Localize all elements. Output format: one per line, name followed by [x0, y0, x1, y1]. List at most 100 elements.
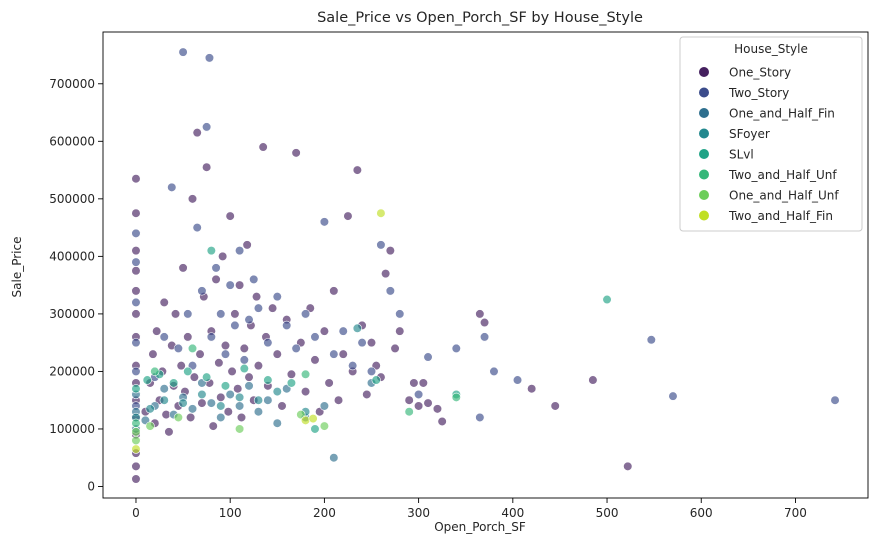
data-point-two-and-half-fin	[376, 208, 386, 218]
data-point-two-story	[239, 355, 249, 365]
data-point-two-story	[348, 361, 358, 371]
data-point-two-and-half-fin	[300, 415, 311, 425]
x-tick-label: 500	[596, 506, 619, 520]
data-point-one-story	[235, 280, 245, 290]
data-point-one-story	[220, 340, 231, 351]
data-point-one-story	[197, 398, 207, 408]
data-point-two-story	[230, 320, 240, 331]
y-tick-label: 0	[87, 479, 95, 493]
data-point-two-story	[310, 332, 320, 342]
data-point-one-and-half-unf	[145, 421, 155, 431]
data-point-one-story	[381, 269, 391, 279]
legend-marker	[699, 87, 709, 98]
x-axis: 0 100 200 300 400 500 600 700	[132, 498, 807, 520]
data-point-two-story	[178, 47, 188, 57]
data-point-two-story	[220, 349, 231, 359]
legend-frame	[679, 36, 863, 232]
data-point-sfoyer	[253, 395, 264, 405]
data-point-two-story	[263, 338, 273, 348]
data-point-one-story	[329, 286, 339, 296]
data-point-two-story	[131, 257, 141, 267]
data-point-two-story	[376, 240, 386, 250]
data-point-one-and-half-fin	[187, 404, 198, 414]
x-tick-label: 200	[313, 506, 336, 520]
data-point-one-and-half-unf	[131, 435, 141, 446]
data-point-one-story	[395, 326, 405, 336]
data-point-one-story	[164, 427, 174, 437]
x-tick-label: 0	[132, 506, 140, 520]
data-point-two-story	[357, 338, 367, 348]
legend-label: One_and_Half_Unf	[729, 189, 839, 203]
data-point-slvl	[602, 294, 612, 305]
data-point-slvl	[131, 384, 141, 394]
data-point-slvl	[220, 381, 231, 391]
data-point-one-story	[202, 162, 212, 172]
data-point-two-story	[225, 280, 235, 290]
data-point-one-story	[225, 211, 235, 221]
y-tick-label: 700000	[49, 77, 95, 91]
data-point-two-and-half-unf	[187, 343, 198, 354]
data-point-one-story	[418, 378, 428, 388]
data-point-one-and-half-fin	[263, 395, 273, 405]
data-point-one-story	[131, 286, 141, 296]
data-point-two-story	[395, 309, 405, 319]
legend-label: Two_and_Half_Fin	[728, 209, 833, 223]
data-point-two-story	[167, 182, 177, 192]
legend-label: One_Story	[729, 66, 791, 80]
data-point-two-story	[206, 332, 216, 342]
y-axis-label: Sale_Price	[10, 237, 24, 298]
y-tick-label: 600000	[49, 134, 95, 148]
data-point-one-and-half-fin	[159, 384, 169, 394]
y-tick-label: 400000	[49, 249, 95, 263]
data-point-one-story	[183, 332, 193, 342]
data-point-slvl	[169, 378, 179, 388]
data-point-two-story	[197, 286, 207, 296]
data-point-one-story	[550, 401, 560, 411]
data-point-one-story	[437, 416, 447, 427]
data-point-two-story	[253, 303, 264, 313]
data-point-two-story	[131, 297, 141, 307]
data-point-one-and-half-unf	[173, 412, 183, 423]
data-point-one-story	[230, 309, 240, 319]
data-point-two-story	[646, 335, 656, 345]
data-point-two-story	[319, 217, 329, 227]
data-point-one-story	[414, 401, 424, 411]
data-point-one-story	[216, 392, 226, 402]
data-point-two-story	[216, 309, 226, 319]
data-point-one-story	[211, 274, 221, 284]
data-point-one-story	[242, 240, 252, 250]
data-point-two-story	[300, 309, 311, 319]
data-point-two-story	[291, 343, 301, 354]
data-point-one-story	[208, 421, 218, 431]
data-point-sfoyer	[197, 389, 207, 400]
data-point-two-and-half-fin	[131, 444, 141, 454]
data-point-two-story	[159, 332, 169, 342]
data-point-one-and-half-fin	[319, 401, 329, 411]
data-point-one-story	[131, 246, 141, 256]
data-point-two-story	[423, 352, 433, 362]
data-point-one-and-half-fin	[216, 412, 226, 423]
data-point-slvl	[142, 375, 152, 385]
data-point-two-story	[475, 412, 485, 423]
data-point-one-story	[343, 211, 353, 221]
data-point-one-story	[300, 386, 311, 397]
data-point-one-story	[409, 378, 419, 388]
data-point-one-story	[432, 404, 443, 414]
data-point-one-and-half-fin	[272, 418, 282, 428]
data-point-one-story	[187, 194, 198, 204]
data-point-two-story	[512, 375, 523, 385]
chart-title: Sale_Price vs Open_Porch_SF by House_Sty…	[317, 10, 643, 26]
data-point-two-story	[211, 263, 221, 273]
data-point-one-story	[189, 372, 199, 382]
data-point-one-story	[159, 297, 169, 307]
data-point-slvl	[239, 363, 249, 374]
x-tick-label: 400	[501, 506, 524, 520]
x-tick-label: 300	[407, 506, 430, 520]
data-point-slvl	[206, 246, 216, 256]
data-point-one-story	[390, 343, 400, 354]
data-point-one-story	[214, 358, 224, 368]
data-point-two-story	[414, 389, 424, 400]
data-point-one-story	[170, 309, 181, 319]
